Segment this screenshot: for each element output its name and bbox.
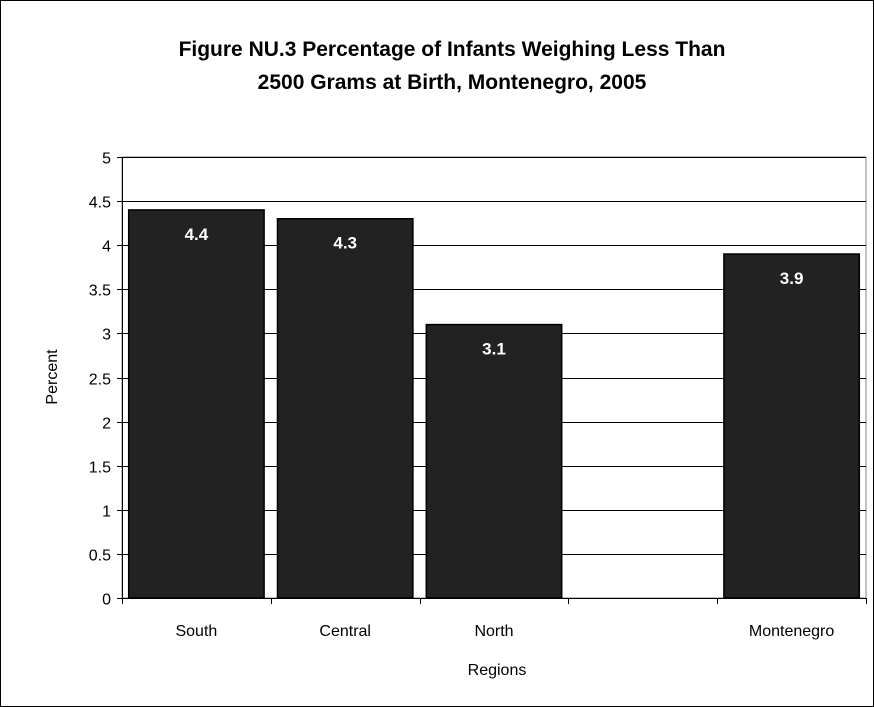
x-axis-label: Regions	[468, 662, 527, 679]
y-tick-label: 2	[102, 416, 111, 433]
x-tick-labels: South Central North Montenegro	[175, 623, 834, 640]
data-labels: 4.4 4.3 3.1 3.9	[185, 225, 804, 359]
y-tick-label: 3	[102, 327, 111, 344]
x-tick-label: South	[175, 623, 217, 640]
x-tick-label: North	[474, 623, 513, 640]
y-tick-label: 2.5	[89, 372, 111, 389]
axes	[117, 157, 867, 604]
y-tick-label: 3.5	[89, 283, 111, 300]
y-tick-label: 4.5	[89, 195, 111, 212]
bar-south	[127, 209, 265, 599]
data-label-central: 4.3	[333, 234, 357, 253]
bars	[127, 209, 861, 599]
y-tick-label: 5	[102, 151, 111, 168]
x-tick-label: Central	[319, 623, 371, 640]
bar-north	[425, 323, 563, 599]
data-label-north: 3.1	[482, 340, 506, 359]
y-tick-label: 1	[102, 504, 111, 521]
chart-title-line1: Figure NU.3 Percentage of Infants Weighi…	[179, 38, 726, 61]
y-tick-label: 0.5	[89, 548, 111, 565]
y-tick-label: 4	[102, 239, 111, 256]
y-tick-label: 0	[102, 592, 111, 609]
data-label-south: 4.4	[185, 225, 209, 244]
y-tick-labels: 0 0.5 1 1.5 2 2.5 3 3.5 4 4.5 5	[89, 151, 111, 609]
data-label-montenegro: 3.9	[780, 269, 804, 288]
chart-title-line2: 2500 Grams at Birth, Montenegro, 2005	[258, 71, 647, 94]
x-tick-label: Montenegro	[749, 623, 834, 640]
y-tick-label: 1.5	[89, 460, 111, 477]
y-axis-label: Percent	[44, 349, 61, 405]
bar-montenegro	[723, 253, 861, 599]
bar-central	[276, 217, 414, 599]
